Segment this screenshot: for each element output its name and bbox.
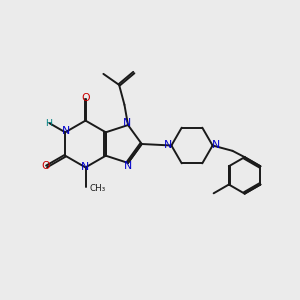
Text: N: N: [212, 140, 220, 150]
Text: N: N: [123, 118, 131, 128]
Text: O: O: [41, 161, 50, 172]
Text: N: N: [81, 162, 90, 172]
Text: N: N: [62, 125, 70, 136]
Text: O: O: [81, 93, 90, 103]
Text: N: N: [124, 161, 132, 171]
Text: N: N: [164, 140, 172, 150]
Text: H: H: [45, 119, 52, 128]
Text: CH₃: CH₃: [89, 184, 105, 193]
